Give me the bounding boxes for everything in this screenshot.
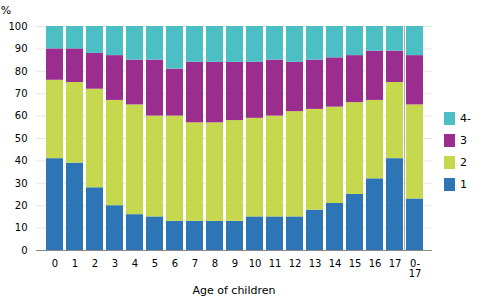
html-text:1: 1 (460, 177, 467, 191)
svg-text:0: 0 (52, 258, 58, 269)
svg-text:11: 11 (269, 258, 282, 269)
svg-text:6: 6 (172, 258, 178, 269)
svg-text:9: 9 (232, 258, 238, 269)
svg-text:3: 3 (112, 258, 118, 269)
html-text:3: 3 (460, 133, 467, 147)
svg-text:15: 15 (349, 258, 362, 269)
svg-text:%: % (1, 4, 11, 17)
html-text:4-: 4- (460, 111, 471, 125)
svg-text:60: 60 (15, 110, 28, 121)
svg-text:30: 30 (15, 178, 28, 189)
svg-text:70: 70 (15, 88, 28, 99)
svg-text:10: 10 (15, 222, 28, 233)
svg-text:40: 40 (15, 155, 28, 166)
svg-text:4: 4 (132, 258, 138, 269)
svg-text:2: 2 (92, 258, 98, 269)
svg-text:16: 16 (369, 258, 382, 269)
html-text:2: 2 (460, 155, 467, 169)
svg-text:5: 5 (152, 258, 158, 269)
svg-text:0: 0 (21, 245, 27, 256)
svg-text:Age of children: Age of children (192, 284, 275, 297)
svg-text:90: 90 (15, 43, 28, 54)
svg-text:13: 13 (309, 258, 322, 269)
svg-text:80: 80 (15, 66, 28, 77)
svg-text:17: 17 (389, 258, 402, 269)
svg-text:100: 100 (8, 21, 27, 32)
svg-text:8: 8 (212, 258, 218, 269)
svg-text:0-17: 0-17 (409, 258, 422, 279)
svg-text:7: 7 (192, 258, 198, 269)
svg-text:20: 20 (15, 200, 28, 211)
svg-text:12: 12 (289, 258, 302, 269)
svg-text:10: 10 (249, 258, 262, 269)
svg-text:14: 14 (329, 258, 342, 269)
svg-text:1: 1 (72, 258, 78, 269)
svg-text:50: 50 (15, 133, 28, 144)
